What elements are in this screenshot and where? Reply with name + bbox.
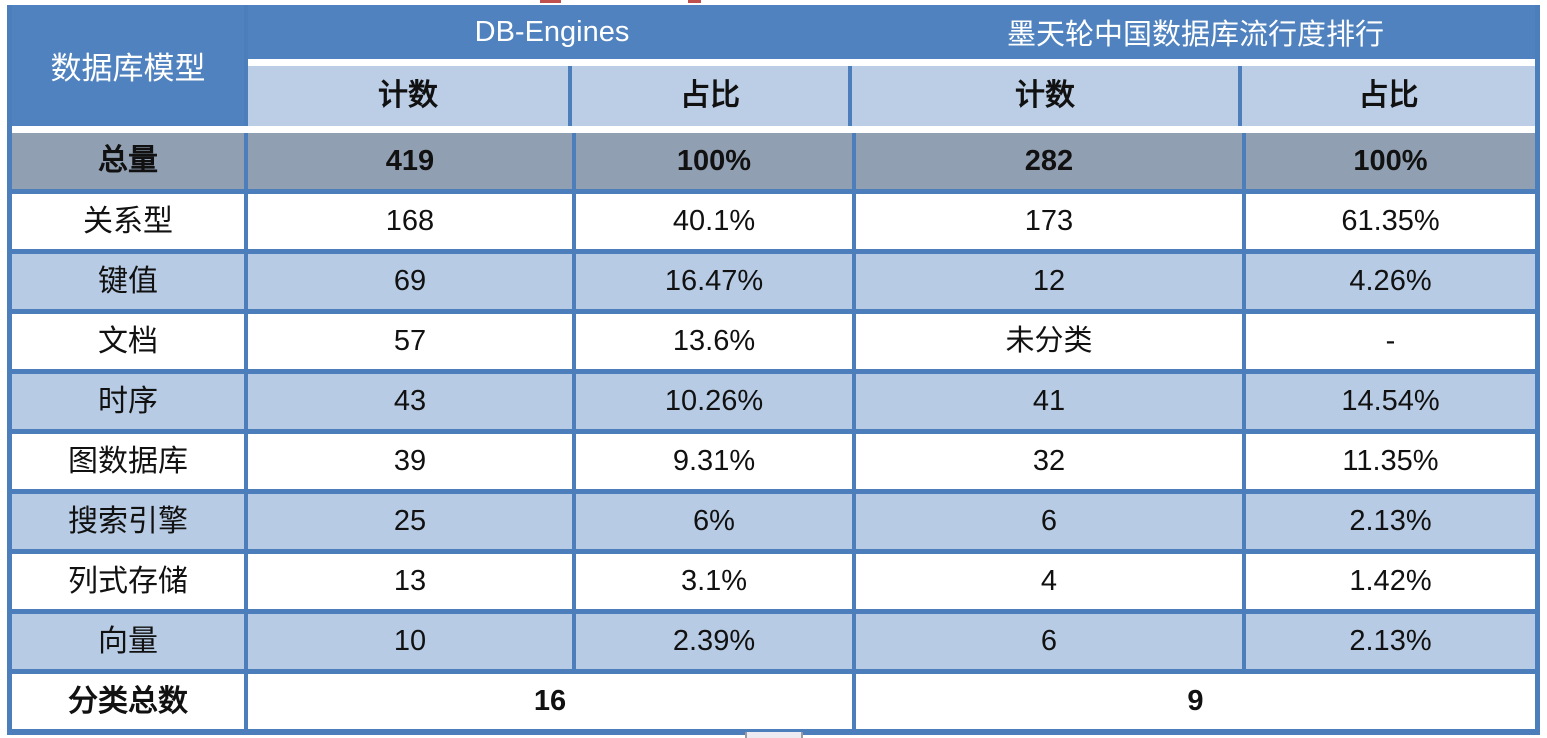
modb-count-cell: 4 bbox=[856, 554, 1246, 609]
header-body-gap bbox=[12, 126, 1535, 133]
database-model-comparison-table: 数据库模型 DB-Engines 墨天轮中国数据库流行度排行 计数 占比 计数 … bbox=[7, 5, 1540, 735]
row-label: 键值 bbox=[12, 254, 248, 309]
header-gap bbox=[248, 59, 1535, 66]
subheader-db-share: 占比 bbox=[572, 66, 852, 126]
clipped-red-text-artifact bbox=[688, 0, 701, 3]
db-share-cell: 100% bbox=[576, 133, 856, 189]
row-label: 列式存储 bbox=[12, 554, 248, 609]
db-count-cell: 39 bbox=[248, 434, 576, 489]
column-group-row: DB-Engines 墨天轮中国数据库流行度排行 bbox=[248, 5, 1535, 59]
modb-category-total-cell: 9 bbox=[856, 674, 1535, 729]
modb-share-cell: 1.42% bbox=[1246, 554, 1535, 609]
clipped-page-fragment bbox=[745, 732, 803, 738]
db-count-cell: 43 bbox=[248, 374, 576, 429]
subheader-modb-share: 占比 bbox=[1242, 66, 1535, 126]
db-count-cell: 57 bbox=[248, 314, 576, 369]
table-row: 关系型 168 40.1% 173 61.35% bbox=[12, 189, 1535, 249]
clipped-red-text-artifact bbox=[540, 0, 561, 3]
table-header: 数据库模型 DB-Engines 墨天轮中国数据库流行度排行 计数 占比 计数 … bbox=[12, 5, 1535, 126]
corner-header-cell: 数据库模型 bbox=[12, 5, 248, 126]
table-row: 时序 43 10.26% 41 14.54% bbox=[12, 369, 1535, 429]
row-label: 时序 bbox=[12, 374, 248, 429]
modb-share-cell: 100% bbox=[1246, 133, 1535, 189]
modb-share-cell: 14.54% bbox=[1246, 374, 1535, 429]
db-share-cell: 9.31% bbox=[576, 434, 856, 489]
table-row: 搜索引擎 25 6% 6 2.13% bbox=[12, 489, 1535, 549]
modb-count-cell: 6 bbox=[856, 494, 1246, 549]
row-label: 关系型 bbox=[12, 194, 248, 249]
sub-header-row: 计数 占比 计数 占比 bbox=[248, 66, 1535, 126]
table-footer-row: 分类总数 16 9 bbox=[12, 669, 1535, 729]
modb-share-cell: 11.35% bbox=[1246, 434, 1535, 489]
table-row: 列式存储 13 3.1% 4 1.42% bbox=[12, 549, 1535, 609]
group-header-modb: 墨天轮中国数据库流行度排行 bbox=[856, 5, 1535, 59]
table-row: 向量 10 2.39% 6 2.13% bbox=[12, 609, 1535, 669]
db-share-cell: 13.6% bbox=[576, 314, 856, 369]
modb-count-cell: 6 bbox=[856, 614, 1246, 669]
row-label: 总量 bbox=[12, 133, 248, 189]
db-category-total-cell: 16 bbox=[248, 674, 856, 729]
modb-share-cell: - bbox=[1246, 314, 1535, 369]
table-row: 键值 69 16.47% 12 4.26% bbox=[12, 249, 1535, 309]
modb-share-cell: 4.26% bbox=[1246, 254, 1535, 309]
table-row: 文档 57 13.6% 未分类 - bbox=[12, 309, 1535, 369]
modb-count-cell: 12 bbox=[856, 254, 1246, 309]
header-right-block: DB-Engines 墨天轮中国数据库流行度排行 计数 占比 计数 占比 bbox=[248, 5, 1535, 126]
modb-count-cell: 32 bbox=[856, 434, 1246, 489]
modb-count-cell: 282 bbox=[856, 133, 1246, 189]
db-count-cell: 25 bbox=[248, 494, 576, 549]
row-label: 搜索引擎 bbox=[12, 494, 248, 549]
row-label: 图数据库 bbox=[12, 434, 248, 489]
modb-share-cell: 2.13% bbox=[1246, 494, 1535, 549]
db-count-cell: 10 bbox=[248, 614, 576, 669]
db-count-cell: 419 bbox=[248, 133, 576, 189]
modb-count-cell: 173 bbox=[856, 194, 1246, 249]
db-share-cell: 10.26% bbox=[576, 374, 856, 429]
table-row-total: 总量 419 100% 282 100% bbox=[12, 133, 1535, 189]
db-share-cell: 3.1% bbox=[576, 554, 856, 609]
group-header-db-engines: DB-Engines bbox=[248, 5, 856, 59]
table-row: 图数据库 39 9.31% 32 11.35% bbox=[12, 429, 1535, 489]
footer-label: 分类总数 bbox=[12, 674, 248, 729]
db-share-cell: 2.39% bbox=[576, 614, 856, 669]
row-label: 向量 bbox=[12, 614, 248, 669]
db-count-cell: 13 bbox=[248, 554, 576, 609]
db-share-cell: 40.1% bbox=[576, 194, 856, 249]
modb-share-cell: 2.13% bbox=[1246, 614, 1535, 669]
row-label: 文档 bbox=[12, 314, 248, 369]
subheader-modb-count: 计数 bbox=[852, 66, 1242, 126]
db-share-cell: 16.47% bbox=[576, 254, 856, 309]
db-count-cell: 168 bbox=[248, 194, 576, 249]
modb-count-cell: 未分类 bbox=[856, 314, 1246, 369]
modb-count-cell: 41 bbox=[856, 374, 1246, 429]
db-share-cell: 6% bbox=[576, 494, 856, 549]
subheader-db-count: 计数 bbox=[248, 66, 572, 126]
db-count-cell: 69 bbox=[248, 254, 576, 309]
modb-share-cell: 61.35% bbox=[1246, 194, 1535, 249]
